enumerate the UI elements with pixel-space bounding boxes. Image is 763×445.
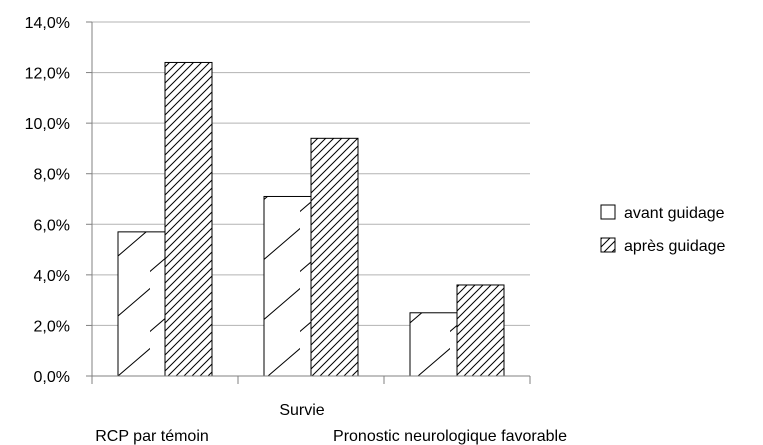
plot-area: 0,0% 2,0% 4,0% 6,0% 8,0% 10,0% 12,0% 14,0% RCP p…: [25, 15, 567, 445]
x-category-label: RCP par témoin: [95, 428, 209, 445]
y-tick-label: 6,0%: [34, 217, 70, 234]
legend-swatch: [600, 237, 616, 253]
bar: [117, 231, 166, 377]
legend-label: avant guidage: [624, 205, 725, 222]
y-tick-label: 8,0%: [34, 167, 70, 184]
x-category-label: Survie: [279, 402, 324, 419]
bar: [263, 195, 312, 377]
y-tick-label: 4,0%: [34, 268, 70, 285]
bar: [310, 137, 359, 377]
y-tick-label: 2,0%: [34, 318, 70, 335]
legend: avant guidage après guidage: [600, 204, 726, 255]
y-tick-label: 0,0%: [34, 369, 70, 386]
x-category-label: Pronostic neurologique favorable: [333, 428, 567, 445]
bar: [456, 284, 505, 377]
y-tick-label: 10,0%: [25, 116, 70, 133]
legend-swatch: [600, 204, 616, 220]
legend-label: après guidage: [624, 238, 726, 255]
bar: [409, 312, 458, 377]
axes: 0,0% 2,0% 4,0% 6,0% 8,0% 10,0% 12,0% 14,0% RCP p…: [25, 15, 567, 445]
y-tick-label: 12,0%: [25, 66, 70, 83]
bars: [117, 61, 505, 377]
y-tick-label: 14,0%: [25, 15, 70, 32]
bar: [164, 61, 213, 377]
